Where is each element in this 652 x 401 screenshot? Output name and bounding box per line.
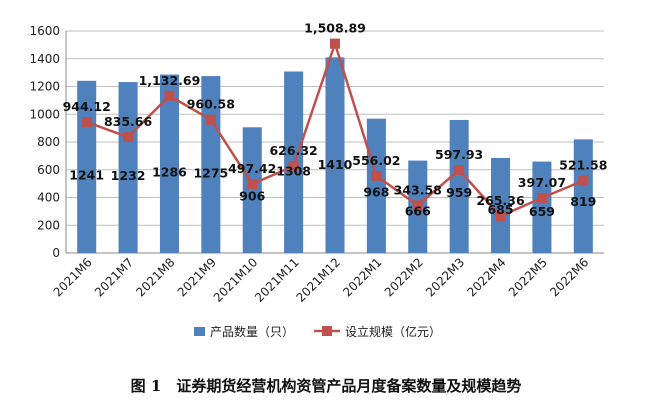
bar-data-label: 659 [529, 204, 555, 219]
line-data-label: 397.07 [518, 175, 566, 190]
line-marker [205, 114, 216, 125]
line-marker [330, 38, 340, 49]
x-tick-label: 2021M11 [252, 255, 302, 305]
legend-swatch-bars [194, 327, 205, 336]
line-data-label: 1,508.89 [304, 21, 366, 36]
y-axis: 0 200 400 600 800 1000 1200 1400 1600 [29, 24, 67, 260]
line-marker [454, 165, 465, 176]
legend-label-line: 设立规模（亿元） [345, 324, 441, 339]
x-tick-label: 2022M6 [547, 255, 591, 299]
line-data-label: 597.93 [435, 147, 483, 162]
bar [532, 161, 552, 253]
x-tick-label: 2022M1 [340, 255, 384, 299]
bar [573, 139, 593, 253]
line-marker [81, 117, 92, 128]
bar [325, 57, 345, 253]
x-tick-label: 2022M3 [423, 255, 467, 299]
x-tick-label: 2021M12 [294, 255, 344, 305]
bar-series [77, 57, 593, 253]
line-marker [164, 90, 175, 101]
bar-data-label: 906 [239, 188, 265, 203]
line-marker [578, 175, 589, 186]
y-tick-label: 200 [37, 218, 60, 232]
line-data-label: 521.58 [559, 158, 607, 173]
legend: 产品数量（只） 设立规模（亿元） [194, 324, 441, 339]
x-tick-label: 2022M5 [506, 255, 550, 299]
bar-data-label: 1308 [276, 163, 311, 178]
bar [366, 118, 386, 253]
line-data-label: 265.36 [476, 193, 525, 208]
bar-data-label: 959 [446, 185, 472, 200]
line-marker [536, 192, 547, 203]
bar-data-label: 666 [405, 203, 431, 218]
x-tick-label: 2021M8 [133, 255, 177, 299]
x-tick-label: 2021M6 [51, 255, 95, 299]
y-tick-label: 600 [37, 163, 60, 177]
line-marker [495, 211, 506, 222]
bar-data-labels: 1241 1232 1286 1275 906 1308 1410 968 666 959 685 6… [69, 157, 596, 219]
x-tick-label: 2021M10 [211, 255, 261, 305]
line-data-label: 944.12 [63, 99, 111, 114]
bar-data-label: 1275 [193, 165, 228, 180]
bar-data-label: 1232 [111, 168, 146, 183]
line-data-label: 556.02 [352, 153, 400, 168]
y-tick-label: 1400 [29, 52, 60, 66]
line-data-label: 343.58 [394, 182, 442, 197]
bar [118, 82, 138, 253]
x-axis: 2021M62021M72021M82021M92021M102021M1120… [51, 252, 604, 305]
legend-swatch-marker [322, 326, 332, 336]
bar-data-label: 1241 [69, 168, 104, 183]
line-data-label: 960.58 [187, 97, 235, 112]
figure-caption: 图 1 证券期货经营机构资管产品月度备案数量及规模趋势 [130, 377, 522, 395]
y-tick-label: 800 [37, 135, 60, 149]
line-data-label: 626.32 [269, 143, 317, 158]
y-tick-label: 1200 [29, 80, 60, 94]
y-tick-label: 0 [52, 246, 60, 260]
legend-label-bars: 产品数量（只） [210, 324, 294, 339]
x-tick-label: 2022M2 [382, 255, 426, 299]
bar-data-label: 968 [363, 185, 389, 200]
bar-data-label: 1410 [318, 157, 353, 172]
bar [491, 157, 511, 253]
x-tick-label: 2021M7 [92, 255, 136, 299]
bar-data-label: 1286 [152, 165, 187, 180]
line-marker [123, 132, 134, 143]
y-tick-label: 400 [37, 191, 60, 205]
y-tick-label: 1000 [29, 107, 60, 121]
bar [449, 119, 469, 253]
line-marker [288, 161, 299, 172]
y-tick-label: 1600 [29, 24, 60, 38]
line-data-label: 835.66 [104, 114, 153, 129]
line-marker [371, 170, 382, 181]
line-series [81, 38, 589, 222]
line-marker [412, 200, 423, 211]
line-marker [247, 178, 258, 189]
bar [159, 74, 179, 253]
bar-data-label: 685 [487, 202, 513, 217]
bar [242, 127, 262, 253]
line-data-label: 1,132.69 [139, 73, 201, 88]
bar-data-label: 819 [570, 194, 596, 209]
x-tick-label: 2022M4 [464, 255, 508, 299]
line-data-label: 497.42 [228, 161, 276, 176]
